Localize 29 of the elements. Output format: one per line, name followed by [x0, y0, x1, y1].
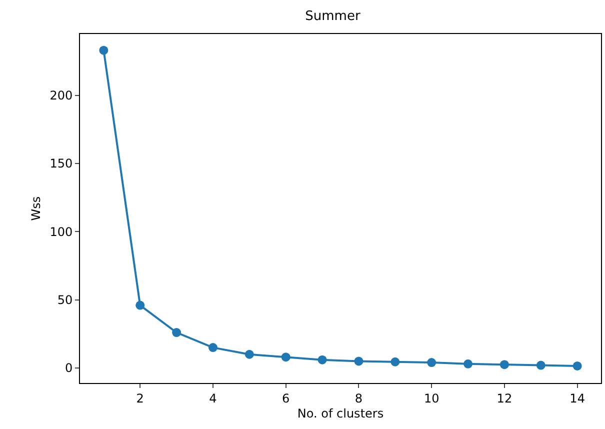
point [572, 361, 582, 370]
point [500, 360, 509, 370]
y-axis-title: Wss [28, 196, 43, 221]
point [136, 300, 145, 310]
y-tick-label: 150 [50, 156, 73, 171]
point [427, 358, 436, 368]
y-tick-label: 200 [50, 88, 73, 103]
x-tick-label: 2 [136, 391, 144, 406]
point [318, 355, 327, 364]
point [390, 357, 400, 366]
x-axis-title: No. of clusters [297, 406, 384, 420]
point [172, 328, 182, 338]
y-tick-label: 100 [50, 224, 73, 239]
x-tick-label: 14 [570, 391, 585, 406]
x-tick-label: 8 [354, 391, 363, 406]
y-tick-label: 0 [64, 361, 73, 376]
y-tick-label: 50 [57, 293, 73, 308]
x-tick-label: 10 [424, 391, 440, 406]
point [99, 46, 108, 55]
point [244, 350, 254, 359]
chart-title: Summer [305, 8, 361, 24]
x-tick-label: 6 [282, 391, 290, 406]
point [354, 356, 364, 366]
x-tick-label: 12 [496, 391, 512, 406]
x-tick-label: 4 [209, 391, 217, 406]
point [281, 352, 290, 362]
point [208, 343, 218, 352]
point [536, 360, 546, 370]
point [464, 359, 473, 368]
